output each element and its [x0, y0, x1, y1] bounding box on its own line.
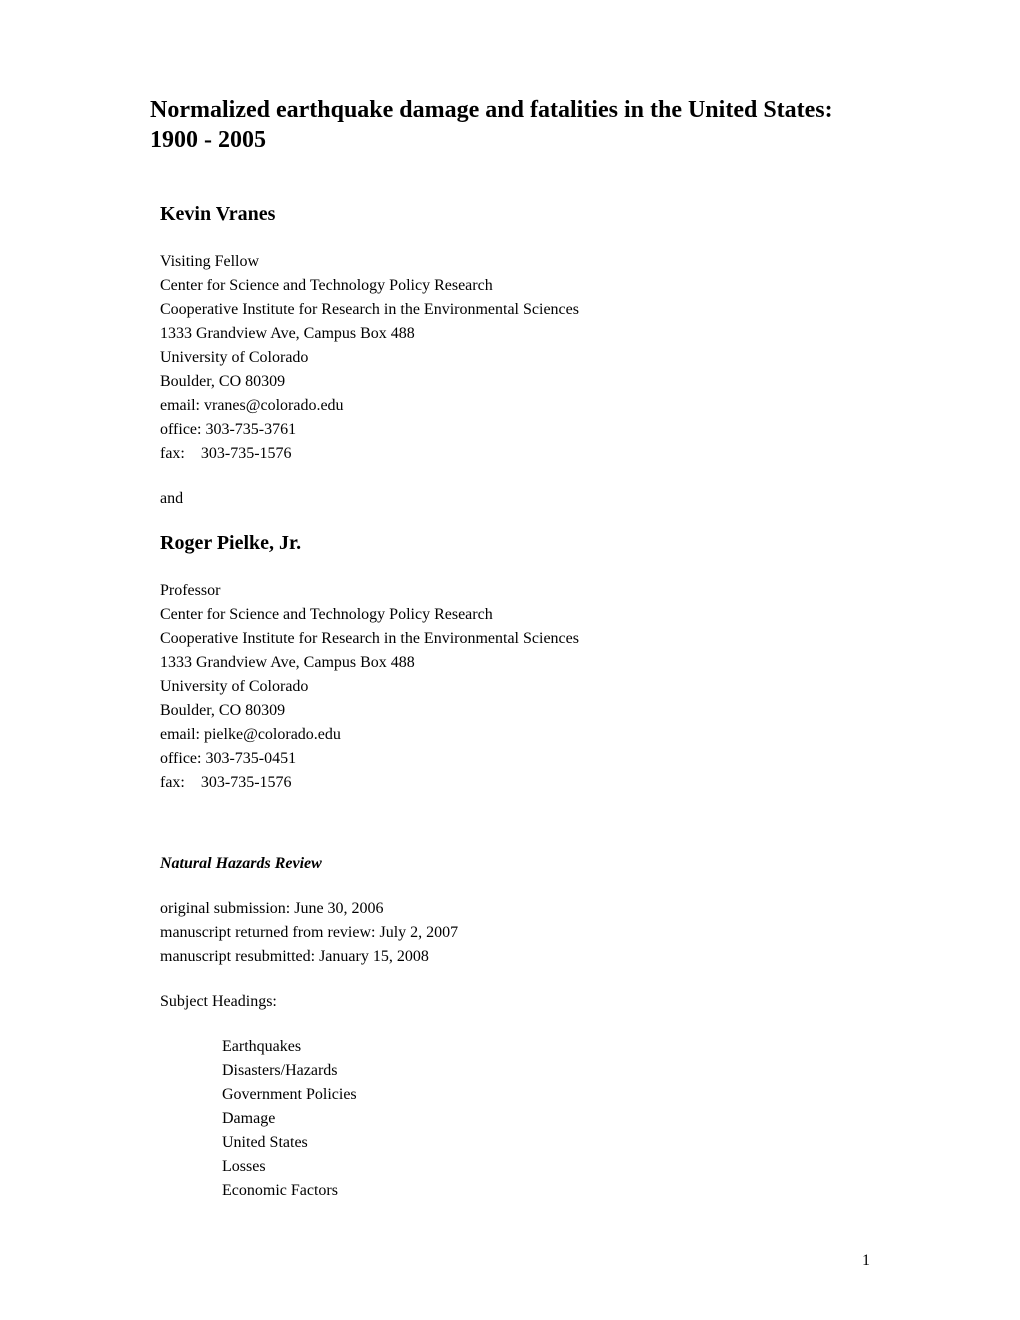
subject-item: Damage — [222, 1107, 870, 1131]
subject-item: Economic Factors — [222, 1179, 870, 1203]
page-number: 1 — [862, 1252, 870, 1270]
submission-returned: manuscript returned from review: July 2,… — [160, 921, 870, 945]
author-2-address3: Boulder, CO 80309 — [160, 699, 870, 723]
submission-resubmitted: manuscript resubmitted: January 15, 2008 — [160, 945, 870, 969]
author-1-address2: University of Colorado — [160, 346, 870, 370]
author-1-title: Visiting Fellow — [160, 250, 870, 274]
author-2-name: Roger Pielke, Jr. — [160, 532, 870, 555]
author-connector: and — [160, 490, 870, 508]
paper-title: Normalized earthquake damage and fatalit… — [150, 95, 870, 155]
author-1-email: email: vranes@colorado.edu — [160, 394, 870, 418]
author-1-affiliation2: Cooperative Institute for Research in th… — [160, 298, 870, 322]
author-1-office: office: 303-735-3761 — [160, 418, 870, 442]
author-1-address1: 1333 Grandview Ave, Campus Box 488 — [160, 322, 870, 346]
author-1-address3: Boulder, CO 80309 — [160, 370, 870, 394]
subject-item: Government Policies — [222, 1083, 870, 1107]
author-1-details: Visiting Fellow Center for Science and T… — [160, 250, 870, 466]
author-1-fax: fax: 303-735-1576 — [160, 442, 870, 466]
author-2-affiliation2: Cooperative Institute for Research in th… — [160, 627, 870, 651]
author-2-title: Professor — [160, 579, 870, 603]
subject-list: Earthquakes Disasters/Hazards Government… — [222, 1035, 870, 1203]
journal-name: Natural Hazards Review — [160, 855, 870, 873]
submission-details: original submission: June 30, 2006 manus… — [160, 897, 870, 969]
subject-item: Losses — [222, 1155, 870, 1179]
submission-original: original submission: June 30, 2006 — [160, 897, 870, 921]
author-2-address2: University of Colorado — [160, 675, 870, 699]
author-2-address1: 1333 Grandview Ave, Campus Box 488 — [160, 651, 870, 675]
author-2-office: office: 303-735-0451 — [160, 747, 870, 771]
subject-item: Disasters/Hazards — [222, 1059, 870, 1083]
author-2-email: email: pielke@colorado.edu — [160, 723, 870, 747]
author-2-fax: fax: 303-735-1576 — [160, 771, 870, 795]
author-2-details: Professor Center for Science and Technol… — [160, 579, 870, 795]
author-2-affiliation1: Center for Science and Technology Policy… — [160, 603, 870, 627]
subject-heading-label: Subject Headings: — [160, 993, 870, 1011]
subject-item: Earthquakes — [222, 1035, 870, 1059]
subject-item: United States — [222, 1131, 870, 1155]
author-1-name: Kevin Vranes — [160, 203, 870, 226]
author-1-affiliation1: Center for Science and Technology Policy… — [160, 274, 870, 298]
